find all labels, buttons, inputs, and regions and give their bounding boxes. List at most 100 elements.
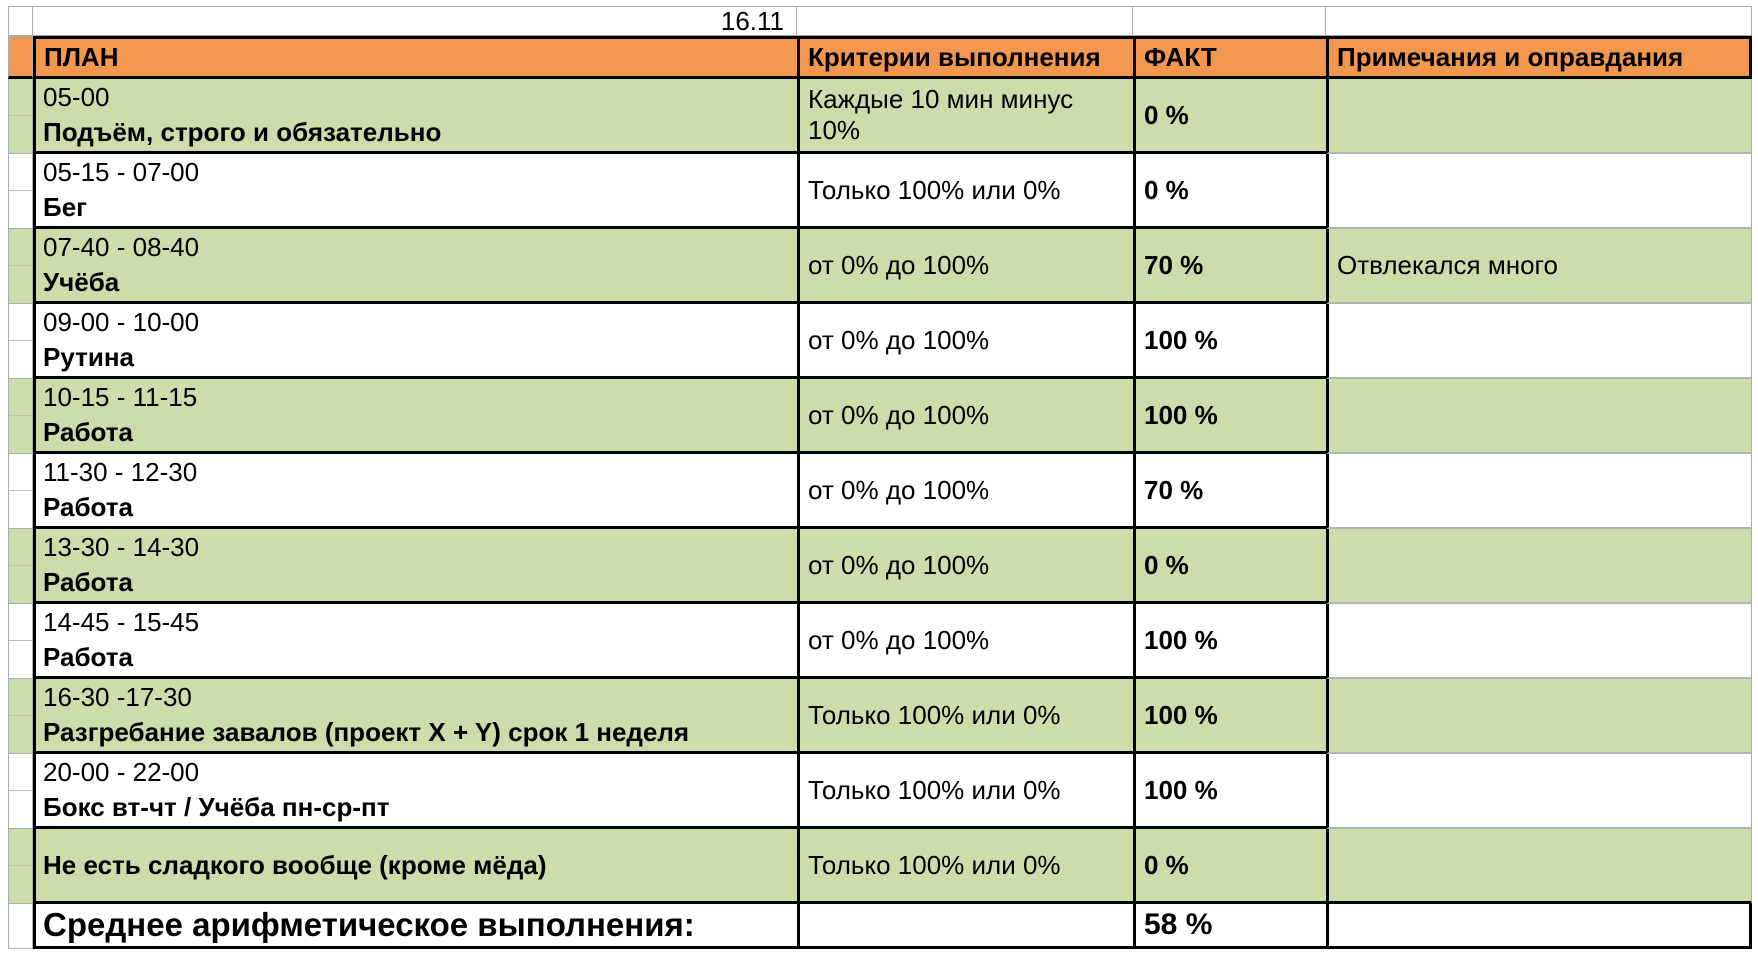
gutter-cell[interactable]	[8, 36, 33, 79]
fact-cell[interactable]: 0 %	[1133, 829, 1326, 904]
header-plan[interactable]: ПЛАН	[33, 36, 797, 79]
gutter-subcell	[9, 529, 32, 566]
fact-cell[interactable]: 100 %	[1133, 754, 1326, 829]
criteria-cell[interactable]: Только 100% или 0%	[797, 154, 1133, 229]
plan-cell[interactable]: 16-30 -17-30 Разгребание завалов (проект…	[33, 679, 797, 754]
gutter-subcell	[9, 641, 32, 678]
task-title: Работа	[43, 417, 133, 447]
note-cell[interactable]	[1326, 604, 1752, 679]
task-row: 14-45 - 15-45 Работа от 0% до 100% 100 %	[8, 604, 1752, 679]
note-cell[interactable]	[1326, 829, 1752, 904]
task-row: 20-00 - 22-00 Бокс вт-чт / Учёба пн-ср-п…	[8, 754, 1752, 829]
task-time: 13-30 - 14-30	[43, 532, 200, 562]
fact-cell[interactable]: 100 %	[1133, 304, 1326, 379]
gutter-cell[interactable]	[8, 229, 33, 304]
gutter-cell[interactable]	[8, 379, 33, 454]
fact-cell[interactable]: 70 %	[1133, 229, 1326, 304]
gutter-subcell	[9, 454, 32, 491]
plan-cell[interactable]: 09-00 - 10-00 Рутина	[33, 304, 797, 379]
gutter-subcell	[9, 716, 32, 753]
note-cell[interactable]	[1326, 79, 1752, 154]
fact-cell[interactable]: 100 %	[1133, 604, 1326, 679]
gutter-cell[interactable]	[8, 904, 33, 949]
gutter-cell[interactable]	[8, 679, 33, 754]
fact-cell[interactable]: 100 %	[1133, 379, 1326, 454]
task-title: Бег	[43, 192, 87, 222]
task-title: Работа	[43, 567, 133, 597]
task-time: 09-00 - 10-00	[43, 307, 200, 337]
note-cell[interactable]	[1326, 454, 1752, 529]
task-title: Рутина	[43, 342, 134, 372]
note-cell[interactable]	[1326, 379, 1752, 454]
criteria-cell[interactable]: Только 100% или 0%	[797, 829, 1133, 904]
header-criteria[interactable]: Критерии выполнения	[797, 36, 1133, 79]
note-cell[interactable]	[1326, 754, 1752, 829]
gutter-cell[interactable]	[8, 529, 33, 604]
header-fact[interactable]: ФАКТ	[1133, 36, 1326, 79]
date-row: 16.11	[8, 6, 1752, 36]
task-title: Не есть сладкого вообще (кроме мёда)	[43, 849, 547, 880]
fact-cell[interactable]: 0 %	[1133, 79, 1326, 154]
gutter-cell[interactable]	[8, 604, 33, 679]
plan-cell[interactable]: 05-00 Подъём, строго и обязательно	[33, 79, 797, 154]
gutter-cell[interactable]	[8, 829, 33, 904]
criteria-cell[interactable]: от 0% до 100%	[797, 379, 1133, 454]
gutter-subcell	[9, 754, 32, 791]
task-title: Разгребание завалов (проект X + Y) срок …	[43, 717, 690, 747]
gutter-cell[interactable]	[8, 454, 33, 529]
gutter-subcell	[9, 566, 32, 603]
plan-cell[interactable]: 05-15 - 07-00 Бег	[33, 154, 797, 229]
gutter-cell[interactable]	[8, 754, 33, 829]
empty-cell[interactable]	[797, 7, 1133, 36]
plan-cell[interactable]: Не есть сладкого вообще (кроме мёда)	[33, 829, 797, 904]
summary-fact-cell[interactable]: 58 %	[1133, 904, 1326, 949]
criteria-cell[interactable]: от 0% до 100%	[797, 529, 1133, 604]
plan-cell[interactable]: 13-30 - 14-30 Работа	[33, 529, 797, 604]
criteria-cell[interactable]: от 0% до 100%	[797, 304, 1133, 379]
header-notes[interactable]: Примечания и оправдания	[1326, 36, 1752, 79]
gutter-subcell	[9, 191, 32, 228]
header-row: ПЛАН Критерии выполнения ФАКТ Примечания…	[8, 36, 1752, 79]
gutter-subcell	[9, 154, 32, 191]
task-row: 11-30 - 12-30 Работа от 0% до 100% 70 %	[8, 454, 1752, 529]
gutter-subcell	[9, 266, 32, 303]
note-cell[interactable]	[1326, 304, 1752, 379]
fact-cell[interactable]: 0 %	[1133, 529, 1326, 604]
gutter-subcell	[9, 604, 32, 641]
empty-cell[interactable]	[1133, 7, 1326, 36]
gutter-cell[interactable]	[8, 154, 33, 229]
empty-cell[interactable]	[1326, 904, 1752, 949]
gutter-subcell	[9, 79, 32, 116]
fact-cell[interactable]: 100 %	[1133, 679, 1326, 754]
fact-cell[interactable]: 0 %	[1133, 154, 1326, 229]
criteria-cell[interactable]: от 0% до 100%	[797, 229, 1133, 304]
empty-cell[interactable]	[797, 904, 1133, 949]
criteria-cell[interactable]: от 0% до 100%	[797, 454, 1133, 529]
task-time: 11-30 - 12-30	[43, 457, 198, 487]
note-cell[interactable]: Отвлекался много	[1326, 229, 1752, 304]
task-row: 07-40 - 08-40 Учёба от 0% до 100% 70 % О…	[8, 229, 1752, 304]
empty-cell[interactable]	[1326, 7, 1752, 36]
gutter-cell[interactable]	[8, 79, 33, 154]
gutter-cell[interactable]	[8, 7, 33, 36]
note-cell[interactable]	[1326, 679, 1752, 754]
criteria-cell[interactable]: Только 100% или 0%	[797, 754, 1133, 829]
plan-cell[interactable]: 20-00 - 22-00 Бокс вт-чт / Учёба пн-ср-п…	[33, 754, 797, 829]
note-cell[interactable]	[1326, 529, 1752, 604]
criteria-cell[interactable]: Каждые 10 мин минус 10%	[797, 79, 1133, 154]
plan-cell[interactable]: 10-15 - 11-15 Работа	[33, 379, 797, 454]
date-cell[interactable]: 16.11	[33, 6, 797, 36]
plan-cell[interactable]: 07-40 - 08-40 Учёба	[33, 229, 797, 304]
plan-cell[interactable]: 14-45 - 15-45 Работа	[33, 604, 797, 679]
note-cell[interactable]	[1326, 154, 1752, 229]
task-title: Учёба	[43, 267, 120, 297]
plan-cell[interactable]: 11-30 - 12-30 Работа	[33, 454, 797, 529]
task-title: Работа	[43, 492, 133, 522]
task-time: 05-15 - 07-00	[43, 157, 200, 187]
gutter-subcell	[9, 866, 32, 903]
criteria-cell[interactable]: от 0% до 100%	[797, 604, 1133, 679]
fact-cell[interactable]: 70 %	[1133, 454, 1326, 529]
gutter-cell[interactable]	[8, 304, 33, 379]
criteria-cell[interactable]: Только 100% или 0%	[797, 679, 1133, 754]
summary-label-cell[interactable]: Среднее арифметическое выполнения:	[33, 904, 797, 949]
